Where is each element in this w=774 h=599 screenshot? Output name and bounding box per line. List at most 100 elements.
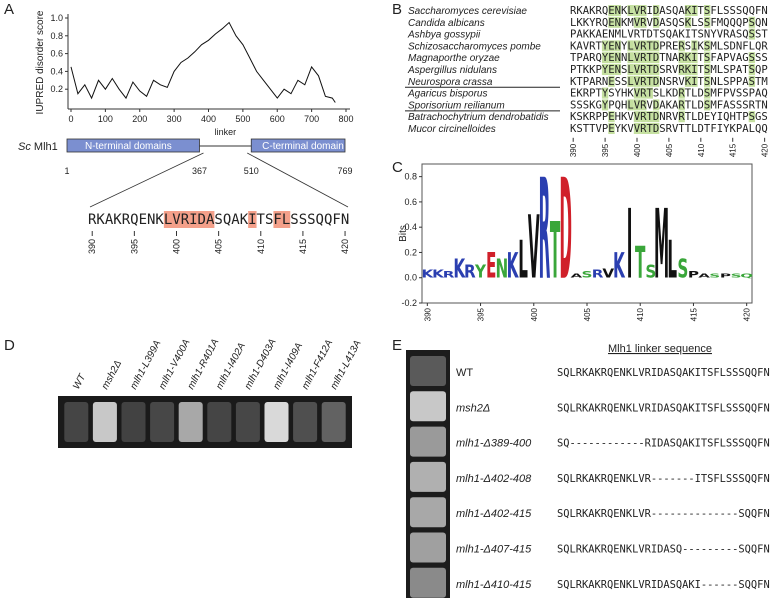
position-label: 400 [633,143,642,157]
conserved-cell [691,64,698,75]
patch [92,402,117,442]
conserved-cell [748,111,756,123]
conserved-cell [748,52,756,64]
conserved-cell [608,111,615,123]
logo-letter: K [453,255,466,286]
domain-start: 510 [244,166,259,176]
species-name: Sporisorium reilianum [408,100,505,111]
conserved-cell [646,40,653,52]
logo-letter: T [550,207,560,297]
panel-label: E [392,337,402,354]
conserved-cell [748,64,756,75]
conserved-cell [614,40,622,52]
conserved-cell [652,99,660,111]
y-tick-label: 0.8 [50,31,63,41]
conserved-cell [684,75,692,87]
logo-letter: I [627,191,633,301]
logo-letter: R [592,269,604,281]
conserved-cell [640,52,647,64]
species-name: Neurospora crassa [408,77,493,88]
conserved-cell [640,16,647,28]
domain-box [66,138,200,153]
conserved-cell [627,40,634,52]
position-label: 405 [665,143,674,157]
conserved-cell [646,87,653,99]
patch [410,461,446,492]
conserved-cell [640,87,647,99]
logo-letter: V [602,267,614,281]
panel-label: C [392,159,403,176]
x-tick-label: 100 [98,114,113,124]
species-name: Batrachochytrium dendrobatidis [408,112,549,123]
conserved-cell [601,52,609,64]
conserved-cell [704,75,711,87]
y-tick-label: 0.4 [50,66,63,76]
conserved-cell [646,64,653,75]
conserved-cell [627,75,634,87]
x-tick-label: 415 [689,307,698,321]
strain-name: WT [456,367,473,379]
y-tick-label: 0.8 [404,172,417,182]
aligned-sequence: KSKRPPEHKVVRTDNRVRTLDEYIQHTPSGS [570,111,768,123]
logo-letter: N [495,255,508,286]
conserved-cell [633,123,641,134]
logo-letter: A [698,273,710,279]
disorder-line [70,21,336,103]
y-tick-label: 0.2 [404,247,417,257]
y-tick-label: 0.4 [404,222,417,232]
protein: Mlh1 [34,141,58,153]
aligned-sequence: LKKYRQENKMVRVDASQSKLSSFMQQQPSQN [570,17,768,29]
logo-letter: A [570,273,582,279]
domain-start: 1 [64,166,69,176]
conserved-cell [614,64,622,75]
conserved-cell [652,52,660,64]
patch [321,402,346,442]
conserved-cell [640,40,647,52]
aligned-sequence: EKRPTYSYHKVRTSLKDRTLDSMFPVSSPAQ [570,88,768,100]
sequence-segment: SQAK [214,212,248,228]
conserved-cell [704,87,711,99]
position-label: 400 [171,239,181,254]
y-axis-label: IUPRED disorder score [35,10,46,114]
logo-letter: S [709,273,720,279]
conserved-cell [633,64,641,75]
conserved-cell [704,40,711,52]
conserved-cell [684,5,692,16]
conserved-cell [691,5,698,16]
logo-letter: S [677,255,688,286]
conserved-cell [608,40,615,52]
logo-letter: E [486,247,496,287]
patch [410,497,446,528]
conserved-cell [608,5,615,16]
conserved-cell [652,111,660,123]
aligned-sequence: KAVRTYENYLVRTDPRERSIKSMLSDNFLQR [570,40,768,52]
zoom-line [89,152,204,208]
conserved-cell [601,87,609,99]
x-tick-label: 400 [530,307,539,321]
linker-sequence: SQLRKAKRQENKLVR--------------SQQFN [557,508,770,520]
conserved-cell [652,5,660,16]
conserved-cell [748,28,756,40]
conserved-cell [640,5,647,16]
conserved-cell [633,75,641,87]
position-label: 420 [340,239,350,254]
x-tick-label: 800 [338,114,353,124]
x-tick-label: 395 [477,307,486,321]
conserved-cell [646,75,653,87]
conserved-cell [646,123,653,134]
y-tick-label: 1.0 [50,13,63,23]
conserved-cell [684,16,692,28]
strain-name: msh2Δ [456,402,490,414]
patch [410,532,446,563]
strain-name: mlh1-Δ407-415 [456,544,532,556]
domain-name: C-terminal domain [262,141,344,152]
conserved-cell [691,40,698,52]
conserved-cell [633,111,641,123]
position-label: 410 [697,143,706,157]
x-tick-label: 420 [743,307,752,321]
conserved-cell [608,52,615,64]
conserved-cell [678,40,685,52]
species-abbrev: Sc [18,141,31,153]
conserved-cell [608,75,615,87]
